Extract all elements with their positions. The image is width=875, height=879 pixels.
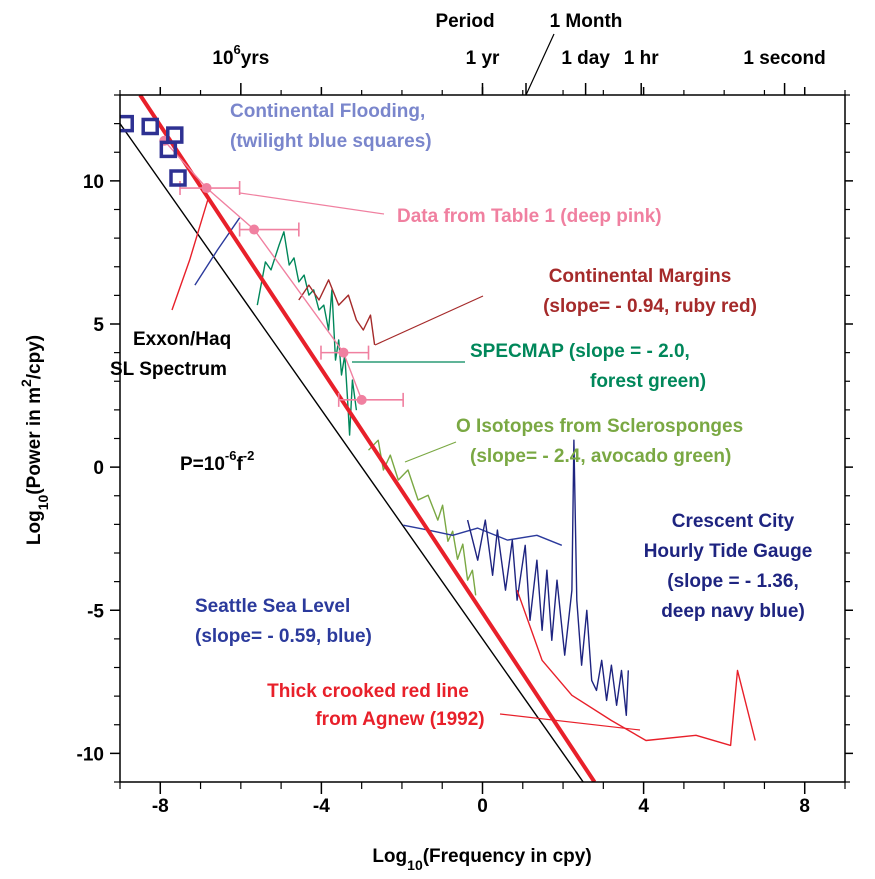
- y-tick-label: 10: [83, 172, 104, 193]
- leader-line: [239, 192, 385, 215]
- point: [249, 224, 260, 235]
- x-axis-title-part: 10: [407, 857, 423, 873]
- square-marker: [141, 117, 159, 136]
- annotation: Continental Flooding, (twilight blue squa…: [230, 101, 432, 152]
- top-tick-label: 1 day: [561, 48, 610, 69]
- annotation: Seattle Sea Level (slope= - 0.59, blue): [195, 596, 372, 647]
- series-line: [298, 279, 376, 345]
- leader-line: [374, 295, 484, 346]
- formula: P=10-6f-2: [180, 448, 254, 475]
- annotation: O Isotopes from Sclerosponges (slope= - 2…: [456, 416, 743, 467]
- series-line: [367, 439, 477, 596]
- annotation: Exxon/Haq SL Spectrum: [110, 329, 231, 380]
- annotation: Thick crooked red line from Agnew (1992): [267, 681, 484, 730]
- top-tick-label: 1 hr: [624, 48, 659, 69]
- y-axis-title-part: Log: [24, 510, 45, 545]
- data-layer: [120, 95, 756, 782]
- top-axis-title: Period: [435, 11, 494, 32]
- annotation-line: Continental Margins: [549, 266, 732, 287]
- series-line: [171, 199, 756, 747]
- top-tick-label: 1 yr: [466, 48, 500, 69]
- formula-part: -2: [243, 448, 255, 463]
- y-tick-label: 0: [93, 458, 104, 479]
- annotation-line: (twilight blue squares): [230, 131, 432, 152]
- top-tick-label: 106yrs: [212, 42, 269, 69]
- x-tick-label: -8: [152, 796, 169, 817]
- y-axis-title-part: 10: [35, 495, 51, 511]
- annotation-line: (slope= - 0.59, blue): [195, 626, 372, 647]
- annotation: Crescent City Hourly Tide Gauge (slope = -…: [644, 511, 813, 622]
- top-tick-label-part: yrs: [241, 48, 270, 69]
- annotation-line: Exxon/Haq: [133, 329, 231, 350]
- square-marker: [169, 169, 187, 187]
- annotation-line: Thick crooked red line: [267, 681, 469, 702]
- top-tick-label: 1 Month: [550, 11, 623, 32]
- annotation: SPECMAP (slope = - 2.0, forest green): [470, 341, 706, 392]
- y-tick-label: -10: [77, 744, 104, 765]
- annotation-line: SL Spectrum: [110, 359, 227, 380]
- square-marker: [120, 114, 134, 133]
- annotation: Data from Table 1 (deep pink): [397, 206, 662, 227]
- x-axis-title-part: Log: [372, 846, 407, 867]
- annotation-line: deep navy blue): [661, 601, 805, 622]
- y-tick-label: 5: [93, 315, 104, 336]
- series-line: [466, 439, 629, 716]
- x-tick-label: 0: [477, 796, 488, 817]
- thick-line: [138, 95, 597, 782]
- formula-part: f: [236, 454, 243, 475]
- top-tick-label-part: 6: [234, 42, 241, 57]
- square-marker: [166, 126, 184, 144]
- leader-line: [404, 441, 457, 463]
- point: [338, 347, 349, 358]
- annotation-line: (slope= - 2.4, avocado green): [470, 446, 731, 467]
- annotation-line: SPECMAP (slope = - 2.0,: [470, 341, 690, 362]
- y-axis-title-part: 2: [18, 379, 34, 387]
- error-bar: [337, 392, 404, 407]
- top-tick-label-part: 10: [212, 48, 233, 69]
- annotation: Continental Margins (slope= - 0.94, ruby …: [543, 266, 757, 317]
- leader-lines: [239, 192, 641, 731]
- x-axis-title: Log10(Frequency in cpy): [372, 846, 591, 873]
- y-axis-title-part: (Power in m: [24, 387, 45, 495]
- top-tick-label: 1 second: [743, 48, 825, 69]
- annotation-line: Crescent City: [672, 511, 795, 532]
- x-axis-title-part: (Frequency in cpy): [423, 846, 592, 867]
- annotation-line: O Isotopes from Sclerosponges: [456, 416, 743, 437]
- annotation-line: Data from Table 1 (deep pink): [397, 206, 662, 227]
- annotation-line: (slope = - 1.36,: [667, 571, 798, 592]
- formula-part: P=10: [180, 454, 225, 475]
- point: [201, 183, 212, 194]
- annotation-line: forest green): [590, 371, 706, 392]
- annotation-line: (slope= - 0.94, ruby red): [543, 296, 757, 317]
- annotation-line: Hourly Tide Gauge: [644, 541, 813, 562]
- x-tick-label: 8: [799, 796, 810, 817]
- series-line: [194, 217, 563, 546]
- y-axis-title: Log10(Power in m2/cpy): [18, 335, 51, 545]
- x-tick-label: 4: [638, 796, 649, 817]
- x-tick-label: -4: [313, 796, 330, 817]
- annotation-line: Seattle Sea Level: [195, 596, 350, 617]
- annotation-line: Continental Flooding,: [230, 101, 425, 122]
- annotation-line: from Agnew (1992): [315, 709, 484, 730]
- y-axis-title-part: /cpy): [24, 335, 45, 379]
- series-line: [256, 231, 358, 436]
- top-tick-leader: [525, 33, 555, 96]
- y-tick-label: -5: [87, 601, 104, 622]
- leader-line: [499, 713, 641, 731]
- point: [356, 394, 367, 405]
- formula-part: -6: [225, 448, 237, 463]
